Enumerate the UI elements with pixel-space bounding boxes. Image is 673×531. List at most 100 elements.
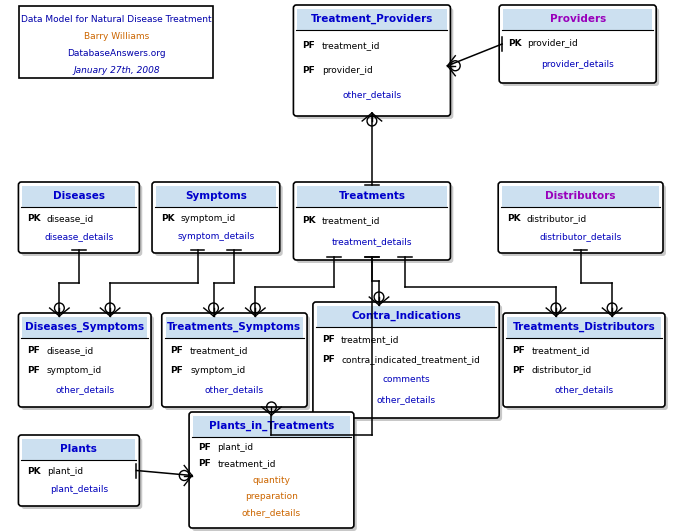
Text: treatment_id: treatment_id (190, 346, 248, 355)
Text: Treatments_Symptoms: Treatments_Symptoms (168, 322, 302, 332)
Text: plant_details: plant_details (50, 485, 108, 494)
Text: Plants_in_Treatments: Plants_in_Treatments (209, 421, 334, 431)
Text: other_details: other_details (205, 385, 264, 394)
Bar (156, 186, 276, 208)
Text: PF: PF (27, 346, 40, 355)
Text: PF: PF (170, 365, 183, 374)
FancyBboxPatch shape (22, 185, 142, 256)
Text: comments: comments (382, 375, 430, 384)
Text: treatment_id: treatment_id (217, 459, 276, 468)
Text: symptom_id: symptom_id (46, 365, 102, 374)
Text: plant_id: plant_id (46, 467, 83, 476)
FancyBboxPatch shape (22, 316, 154, 410)
FancyBboxPatch shape (18, 435, 139, 506)
FancyBboxPatch shape (155, 185, 283, 256)
FancyBboxPatch shape (506, 316, 668, 410)
Bar (317, 306, 495, 328)
Text: PF: PF (27, 365, 40, 374)
Bar (297, 186, 446, 208)
Text: Symptoms: Symptoms (185, 191, 247, 201)
Bar (502, 186, 659, 208)
Text: PF: PF (512, 346, 524, 355)
Text: distributor_id: distributor_id (532, 365, 592, 374)
FancyBboxPatch shape (18, 182, 139, 253)
Text: provider_id: provider_id (322, 66, 372, 75)
Text: Contra_Indications: Contra_Indications (351, 311, 461, 321)
Bar (22, 439, 135, 461)
Text: treatment_details: treatment_details (332, 237, 412, 246)
FancyBboxPatch shape (22, 438, 142, 509)
Bar (507, 317, 661, 339)
Text: Treatments: Treatments (339, 191, 405, 201)
FancyBboxPatch shape (189, 412, 354, 528)
FancyBboxPatch shape (503, 313, 665, 407)
Text: Plants: Plants (61, 444, 98, 454)
Text: PK: PK (302, 216, 316, 225)
FancyBboxPatch shape (165, 316, 310, 410)
Text: contra_indicated_treatment_id: contra_indicated_treatment_id (341, 355, 480, 364)
Text: PF: PF (302, 41, 315, 50)
Text: PK: PK (508, 39, 522, 48)
FancyBboxPatch shape (316, 305, 502, 421)
Bar (166, 317, 303, 339)
Text: PK: PK (27, 214, 41, 223)
Bar (297, 9, 446, 31)
Bar (503, 9, 652, 31)
Text: symptom_details: symptom_details (177, 232, 254, 241)
Text: other_details: other_details (555, 385, 614, 394)
Text: Barry Williams: Barry Williams (84, 31, 149, 40)
Text: Diseases_Symptoms: Diseases_Symptoms (25, 322, 144, 332)
Text: DatabaseAnswers.org: DatabaseAnswers.org (67, 48, 166, 57)
Text: distributor_details: distributor_details (540, 232, 622, 241)
Text: PF: PF (322, 355, 334, 364)
Text: Providers: Providers (550, 14, 606, 24)
Text: provider_id: provider_id (528, 39, 578, 48)
FancyBboxPatch shape (152, 182, 280, 253)
Text: other_details: other_details (376, 396, 435, 405)
Bar (22, 317, 147, 339)
Text: PF: PF (198, 443, 211, 452)
Text: disease_id: disease_id (46, 346, 94, 355)
FancyBboxPatch shape (501, 185, 666, 256)
Text: January 27th, 2008: January 27th, 2008 (73, 65, 160, 74)
Text: PK: PK (27, 467, 41, 476)
FancyBboxPatch shape (296, 185, 454, 263)
Text: symptom_id: symptom_id (190, 365, 245, 374)
Bar (22, 186, 135, 208)
FancyBboxPatch shape (313, 302, 499, 418)
Text: preparation: preparation (245, 492, 298, 501)
FancyBboxPatch shape (20, 6, 213, 78)
Text: PF: PF (322, 336, 334, 345)
Text: PF: PF (302, 66, 315, 75)
FancyBboxPatch shape (293, 182, 450, 260)
Text: disease_details: disease_details (44, 232, 114, 241)
Text: symptom_id: symptom_id (180, 214, 236, 223)
Text: Treatments_Distributors: Treatments_Distributors (513, 322, 656, 332)
Text: plant_id: plant_id (217, 443, 254, 452)
Text: Distributors: Distributors (545, 191, 616, 201)
Text: PF: PF (198, 459, 211, 468)
Text: Diseases: Diseases (53, 191, 105, 201)
Text: provider_details: provider_details (541, 60, 614, 69)
Text: PF: PF (170, 346, 183, 355)
Text: distributor_id: distributor_id (526, 214, 587, 223)
FancyBboxPatch shape (502, 8, 659, 86)
FancyBboxPatch shape (293, 5, 450, 116)
Text: quantity: quantity (252, 476, 291, 485)
FancyBboxPatch shape (296, 8, 454, 119)
Text: treatment_id: treatment_id (532, 346, 590, 355)
Text: PK: PK (507, 214, 521, 223)
Text: disease_id: disease_id (46, 214, 94, 223)
Text: Data Model for Natural Disease Treatment: Data Model for Natural Disease Treatment (21, 14, 212, 23)
Text: PF: PF (512, 365, 524, 374)
FancyBboxPatch shape (498, 182, 663, 253)
Text: treatment_id: treatment_id (341, 336, 400, 345)
Text: PK: PK (161, 214, 174, 223)
FancyBboxPatch shape (18, 313, 151, 407)
FancyBboxPatch shape (162, 313, 307, 407)
FancyBboxPatch shape (192, 415, 357, 531)
FancyBboxPatch shape (499, 5, 656, 83)
Bar (193, 416, 350, 438)
Text: Treatment_Providers: Treatment_Providers (311, 14, 433, 24)
Text: other_details: other_details (242, 508, 301, 517)
